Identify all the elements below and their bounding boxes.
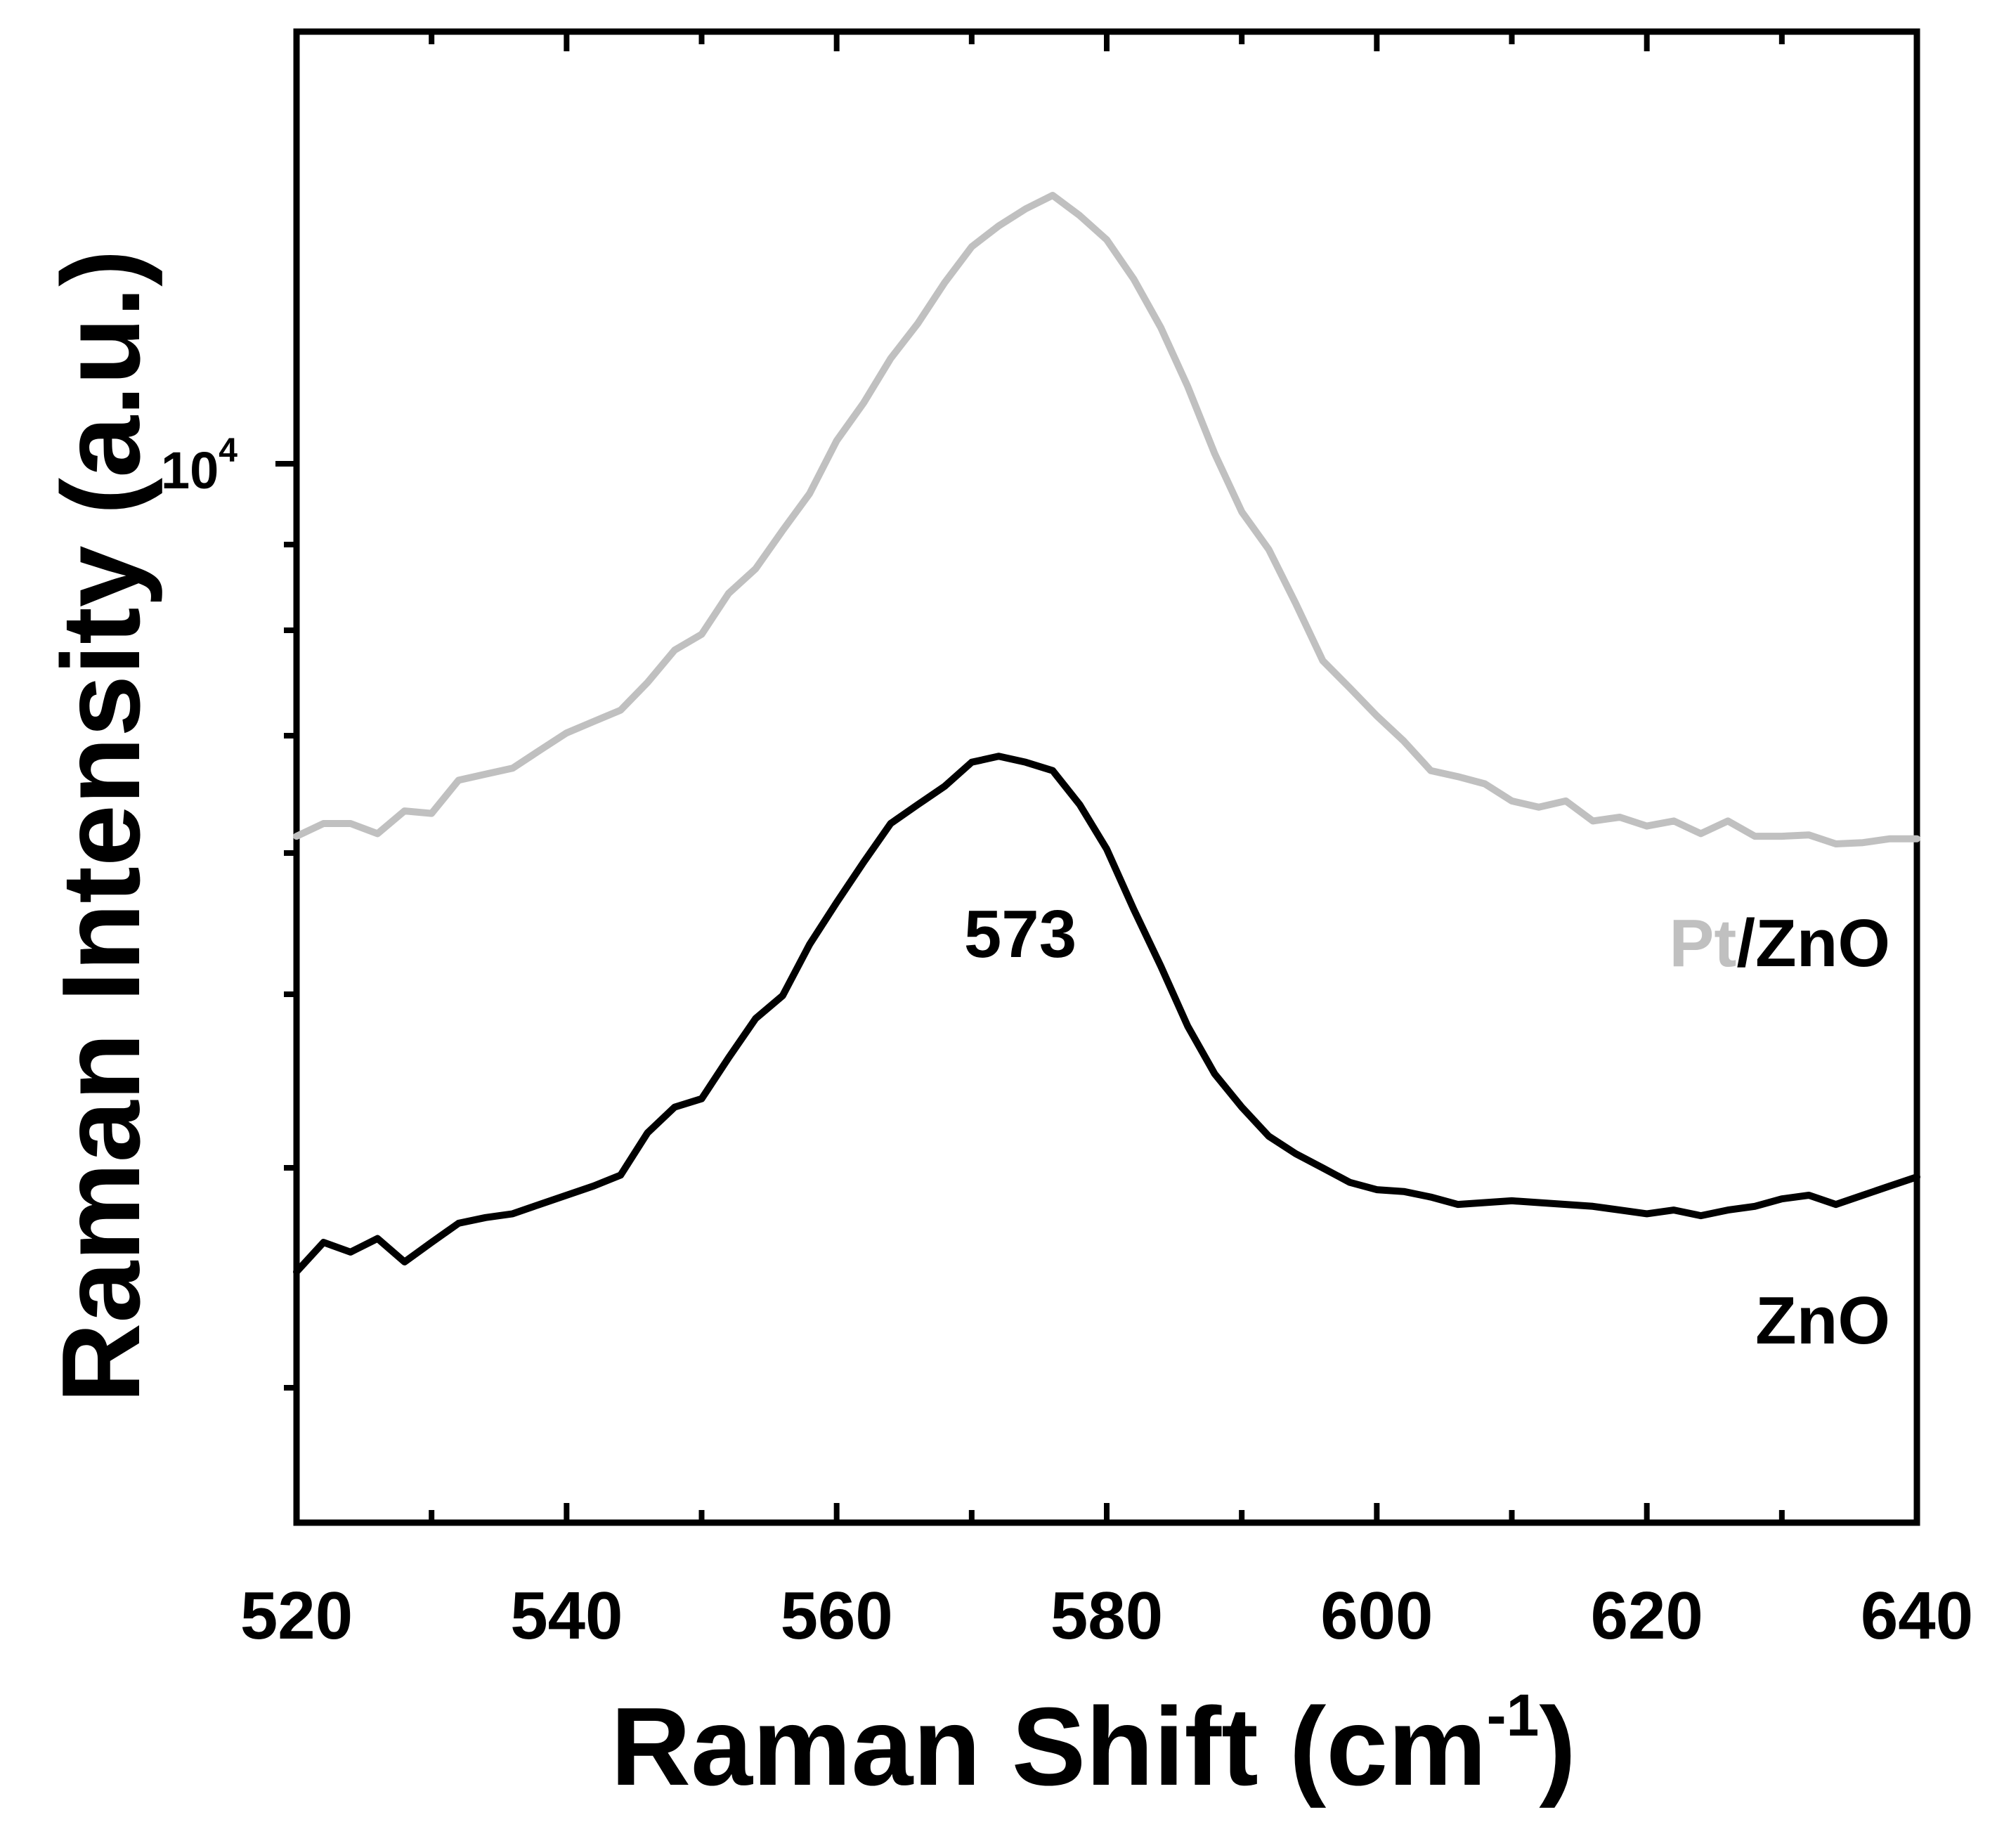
y-tick-label-base: 10 bbox=[161, 441, 219, 500]
x-axis-label-main: Raman Shift (cm bbox=[611, 1685, 1487, 1809]
y-axis-ticks bbox=[275, 461, 297, 1391]
x-tick-label-580: 580 bbox=[1050, 1578, 1163, 1653]
x-axis-label: Raman Shift (cm-1) bbox=[611, 1682, 1576, 1809]
pt-zno-label-zno: /ZnO bbox=[1736, 906, 1890, 981]
x-axis-label-close: ) bbox=[1539, 1685, 1576, 1809]
x-tick-label-640: 640 bbox=[1861, 1578, 1973, 1653]
pt-zno-label-pt: Pt bbox=[1669, 906, 1736, 981]
x-axis-tick-labels: 520 540 560 580 600 620 640 bbox=[240, 1578, 1973, 1653]
x-tick-label-620: 620 bbox=[1591, 1578, 1703, 1653]
series-line-pt-zno bbox=[293, 192, 1920, 847]
y-tick-label-10e4: 104 bbox=[161, 432, 238, 500]
zno-series-label: ZnO bbox=[1755, 1283, 1890, 1358]
y-axis-label: Raman Intensity (a.u.) bbox=[39, 249, 163, 1403]
x-tick-label-600: 600 bbox=[1320, 1578, 1433, 1653]
x-tick-label-560: 560 bbox=[781, 1578, 893, 1653]
series-line-zno bbox=[293, 753, 1920, 1275]
x-tick-label-540: 540 bbox=[510, 1578, 623, 1653]
peak-annotation-573: 573 bbox=[964, 897, 1076, 972]
x-axis-ticks bbox=[294, 32, 1920, 1523]
y-tick-label-exponent: 4 bbox=[219, 432, 238, 469]
x-tick-label-520: 520 bbox=[240, 1578, 353, 1653]
series-layer bbox=[293, 192, 1920, 1275]
pt-zno-series-label: Pt/ZnO bbox=[1669, 906, 1890, 981]
x-axis-label-superscript: -1 bbox=[1487, 1682, 1540, 1748]
